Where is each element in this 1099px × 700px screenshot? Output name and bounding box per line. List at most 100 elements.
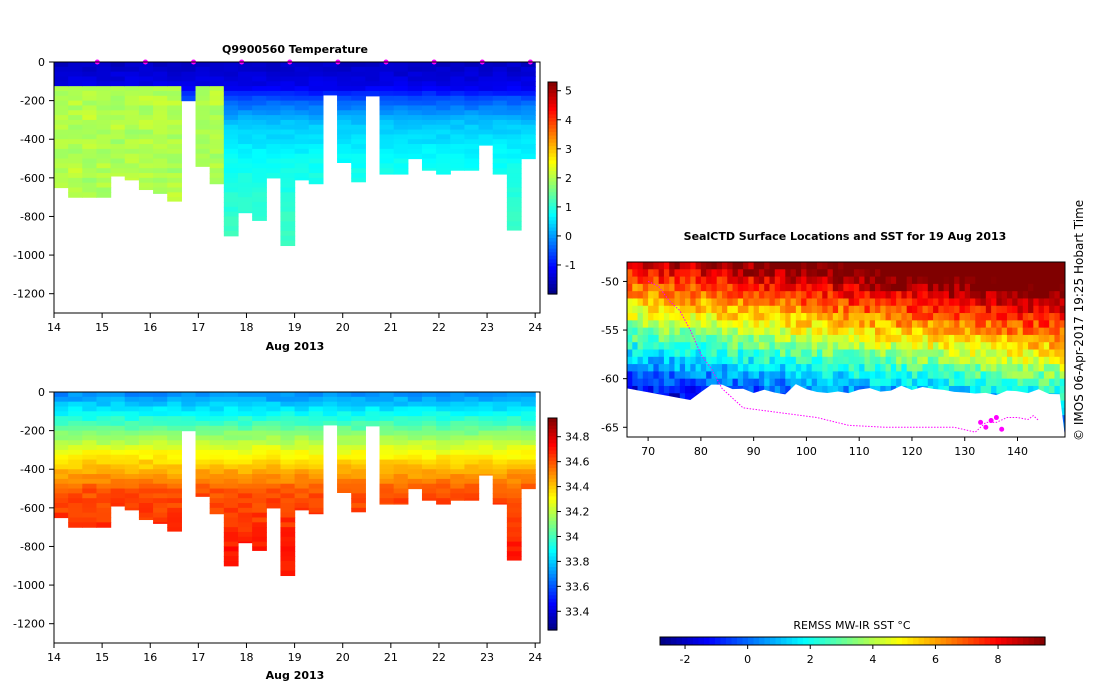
temperature-cell	[124, 115, 140, 121]
salinity-cell	[124, 464, 140, 470]
temperature-cell	[209, 81, 225, 87]
sst-cell	[896, 364, 902, 372]
sst-cell	[716, 262, 723, 270]
temperature-cell	[153, 90, 168, 97]
temperature-cell	[252, 95, 267, 102]
temperature-cell	[436, 144, 451, 150]
colorbar-frame	[547, 417, 558, 631]
colorbar-segment	[548, 439, 557, 444]
salinity-cell	[54, 449, 69, 456]
sst-cell	[690, 269, 697, 278]
salinity-cell	[209, 483, 225, 490]
colorbar-segment	[548, 177, 557, 182]
salinity-cell	[280, 401, 296, 408]
sst-cell	[706, 291, 712, 299]
temperature-cell	[337, 124, 352, 131]
temperature-cell	[280, 134, 296, 140]
sst-cell	[954, 356, 960, 365]
sst-cell	[822, 291, 829, 299]
sst-cell	[737, 320, 744, 329]
temperature-cell	[521, 100, 536, 107]
salinity-cell	[478, 454, 494, 461]
map-y-tick-label: -50	[601, 275, 619, 288]
salinity-cell	[421, 425, 437, 432]
salinity-cell	[308, 503, 324, 509]
sst-cell	[753, 305, 760, 314]
temperature-cell	[237, 182, 253, 189]
sst-cell	[758, 349, 765, 358]
temperature-cell	[492, 86, 508, 92]
salinity-cell	[365, 396, 381, 403]
salinity-cell	[492, 401, 508, 408]
salinity-cell	[492, 493, 508, 499]
temperature-cell	[68, 95, 83, 102]
sst-cell	[637, 291, 644, 299]
sst-cell	[843, 342, 850, 350]
sst-cell	[948, 305, 955, 314]
salinity-cell	[195, 401, 211, 408]
sst-cell	[954, 349, 960, 358]
sst-cell	[632, 378, 639, 387]
sst-cell	[869, 305, 876, 314]
sst-cell	[822, 385, 829, 394]
sst-cell	[943, 313, 950, 321]
salinity-cell	[195, 411, 211, 417]
sst-cell	[727, 298, 734, 307]
temperature-cell	[280, 76, 296, 82]
temperature-cell	[280, 230, 296, 237]
x-tick-label: 22	[432, 321, 446, 334]
sst-cell	[875, 269, 881, 278]
temperature-cell	[280, 182, 296, 189]
sst-cell	[943, 342, 950, 350]
sst-cell	[690, 356, 697, 365]
temperature-cell	[393, 76, 409, 82]
salinity-cell	[280, 483, 296, 490]
colorbar-segment	[548, 131, 557, 136]
sst-cell	[748, 364, 755, 372]
salinity-cell	[478, 416, 494, 422]
temperature-cell	[506, 71, 522, 78]
sst-cell	[1006, 385, 1013, 394]
sst-cell	[674, 342, 681, 350]
temperature-cell	[138, 124, 154, 131]
temperature-cell	[506, 90, 522, 97]
temperature-cell	[252, 163, 267, 169]
temperature-cell	[54, 90, 69, 97]
temperature-cell	[407, 110, 423, 116]
salinity-cell	[167, 498, 182, 504]
sst-cell	[922, 262, 929, 270]
salinity-cell	[195, 483, 211, 490]
sst-cell	[700, 298, 707, 307]
temperature-cell	[153, 153, 168, 160]
sst-cell	[954, 378, 960, 387]
x-tick-label: 14	[47, 321, 61, 334]
temperature-cell	[237, 192, 253, 198]
sst-cell	[880, 356, 887, 365]
sst-cell	[827, 291, 834, 299]
sst-cell	[674, 385, 681, 394]
salinity-cell	[521, 401, 536, 408]
sst-cell	[748, 291, 755, 299]
temperature-cell	[68, 119, 83, 126]
salinity-cell	[421, 459, 437, 466]
temperature-cell	[110, 124, 126, 131]
temperature-cell	[337, 100, 352, 107]
sst-cell	[1049, 334, 1055, 343]
sst-cell	[980, 371, 987, 380]
sst-cell	[880, 334, 887, 343]
sst-cell	[1001, 349, 1008, 358]
salinity-cell	[124, 396, 140, 403]
sst-cell	[938, 349, 945, 358]
salinity-cell	[223, 503, 239, 509]
salinity-cell	[506, 556, 522, 561]
salinity-cell	[294, 440, 310, 446]
temperature-cell	[54, 173, 69, 179]
sst-cell	[964, 385, 971, 394]
temperature-cell	[308, 71, 324, 78]
temperature-cell	[351, 62, 366, 68]
salinity-cell	[393, 430, 409, 437]
salinity-cell	[96, 464, 112, 470]
sst-cell	[648, 334, 654, 343]
sst-cell	[1017, 385, 1024, 394]
colorbar-segment	[548, 106, 557, 111]
